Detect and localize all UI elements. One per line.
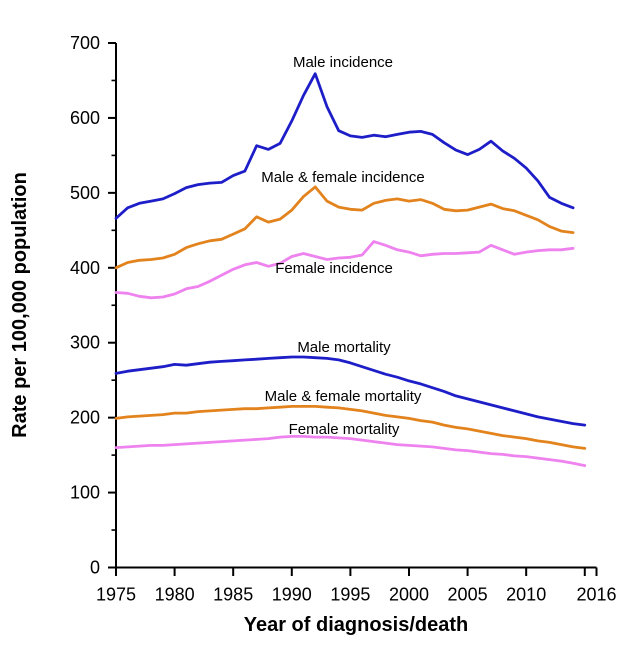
series-line-male-mortality [114, 355, 587, 427]
x-tick-label: 2016 [576, 585, 616, 605]
plot-area: 0 100 200 300 400 500 600 700 1975 1980 1985 1990 19… [70, 33, 617, 605]
y-tick-label: 300 [70, 333, 100, 353]
series-line-male-female-mortality [114, 404, 587, 450]
y-axis-title: Rate per 100,000 population [9, 172, 31, 438]
y-tick-label: 0 [90, 558, 100, 578]
x-tick-label: 1990 [272, 585, 312, 605]
series-label-male-female-mortality: Male & female mortality [265, 388, 422, 405]
series-label-female-incidence: Female incidence [275, 260, 393, 277]
x-tick-label: 1995 [330, 585, 370, 605]
y-tick-label: 400 [70, 258, 100, 278]
y-tick-label: 600 [70, 108, 100, 128]
series-label-female-mortality: Female mortality [289, 421, 400, 438]
series-label-male-female-incidence: Male & female incidence [261, 169, 424, 186]
y-tick-label: 200 [70, 408, 100, 428]
x-tick-label: 1975 [96, 585, 136, 605]
axis-spines [115, 43, 597, 569]
y-tick-label: 500 [70, 183, 100, 203]
series-label-male-mortality: Male mortality [297, 339, 391, 356]
x-tick-label: 1980 [155, 585, 195, 605]
y-tick-label: 100 [70, 483, 100, 503]
series-line-female-mortality [114, 434, 587, 468]
x-tick-label: 2005 [448, 585, 488, 605]
x-axis-title: Year of diagnosis/death [244, 614, 469, 636]
series-line-female-incidence [114, 240, 575, 300]
x-tick-label: 2000 [389, 585, 429, 605]
x-tick-label: 1985 [213, 585, 253, 605]
series-label-male-incidence: Male incidence [293, 54, 393, 71]
y-tick-label: 700 [70, 33, 100, 53]
x-tick-label: 2010 [506, 585, 546, 605]
series-line-male-female-incidence [114, 185, 575, 270]
series-line-male-incidence [114, 72, 575, 220]
